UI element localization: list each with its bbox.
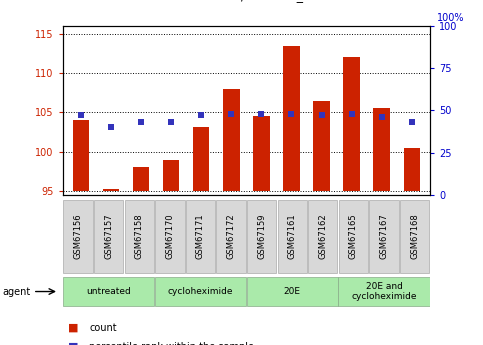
Bar (339, 200, 368, 273)
Bar (247, 200, 276, 273)
Text: GSM67161: GSM67161 (288, 214, 297, 259)
Bar (283, 46, 300, 191)
Bar (278, 200, 307, 273)
Text: GSM67168: GSM67168 (410, 214, 419, 259)
Text: GSM67159: GSM67159 (257, 214, 266, 259)
Text: 100%: 100% (437, 13, 464, 23)
Text: GDS2674 / 143655_at: GDS2674 / 143655_at (178, 0, 315, 2)
Bar (247, 277, 338, 306)
Text: GSM67167: GSM67167 (380, 214, 388, 259)
Text: 20E: 20E (284, 287, 301, 296)
Text: GSM67157: GSM67157 (104, 214, 113, 259)
Text: GSM67162: GSM67162 (318, 214, 327, 259)
Bar (155, 200, 185, 273)
Text: ■: ■ (68, 323, 78, 333)
Bar (133, 167, 149, 191)
Text: GSM67171: GSM67171 (196, 214, 205, 259)
Bar (343, 57, 360, 191)
Text: cycloheximide: cycloheximide (168, 287, 233, 296)
Text: GSM67156: GSM67156 (73, 214, 83, 259)
Bar (373, 108, 390, 191)
Bar (339, 277, 429, 306)
Text: GSM67165: GSM67165 (349, 214, 358, 259)
Bar (193, 127, 210, 191)
Bar (63, 277, 154, 306)
Bar (63, 200, 93, 273)
Bar (72, 120, 89, 191)
Bar (103, 189, 119, 191)
Bar (313, 101, 330, 191)
Bar (125, 200, 154, 273)
Text: agent: agent (2, 287, 30, 296)
Bar (403, 148, 420, 191)
Bar (163, 159, 179, 191)
Text: 20E and
cycloheximide: 20E and cycloheximide (351, 282, 417, 301)
Bar (94, 200, 123, 273)
Bar (223, 89, 240, 191)
Bar (216, 200, 246, 273)
Text: GSM67158: GSM67158 (135, 214, 144, 259)
Text: GSM67172: GSM67172 (227, 214, 236, 259)
Text: count: count (89, 323, 117, 333)
Bar (253, 116, 270, 191)
Text: untreated: untreated (86, 287, 131, 296)
Text: GSM67170: GSM67170 (165, 214, 174, 259)
Text: ■: ■ (68, 342, 78, 345)
Text: percentile rank within the sample: percentile rank within the sample (89, 342, 255, 345)
Bar (308, 200, 338, 273)
Bar (155, 277, 246, 306)
Bar (186, 200, 215, 273)
Bar (369, 200, 398, 273)
Bar (400, 200, 429, 273)
